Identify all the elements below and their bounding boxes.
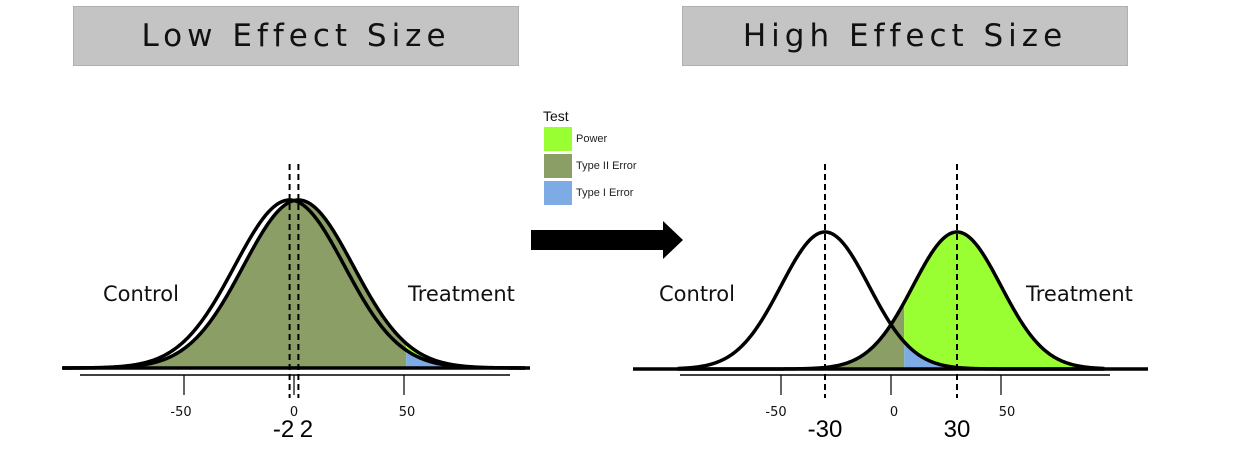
high-control-label: Control [659, 282, 735, 306]
legend-item-type1: Type I Error [544, 181, 633, 205]
low-tick-label: 0 [290, 405, 298, 420]
high-effect-title: High Effect Size [682, 6, 1128, 66]
legend-swatch-power [544, 127, 572, 151]
low-mean-label: 2 [300, 416, 313, 443]
low-effect-title: Low Effect Size [73, 6, 519, 66]
legend-swatch-type1 [544, 181, 572, 205]
legend-item-power: Power [544, 127, 607, 151]
legend-label-power: Power [576, 133, 608, 145]
high-effect-panel: -50 0 50 -30 30 [633, 164, 1148, 443]
low-control-label: Control [103, 282, 179, 306]
low-mean-label: -2 [273, 416, 294, 443]
low-treatment-label: Treatment [407, 282, 515, 306]
low-treatment-curve [63, 198, 526, 370]
high-tick-label: -50 [765, 405, 786, 420]
legend-item-type2: Type II Error [544, 154, 637, 178]
low-tick-label: -50 [170, 405, 191, 420]
high-mean-label: -30 [808, 416, 843, 443]
legend-label-type2: Type II Error [576, 160, 637, 172]
legend-title: Test [543, 108, 569, 124]
legend-label-type1: Type I Error [576, 187, 634, 199]
high-type2-error-area [677, 302, 905, 369]
high-type1-error-area [904, 341, 1105, 369]
right-arrow-icon [531, 221, 683, 259]
legend: Test Power Type II Error Type I Error [543, 108, 673, 213]
high-tick-label: 0 [890, 405, 898, 420]
legend-swatch-type2 [544, 154, 572, 178]
low-effect-panel: -50 0 50 -2 2 [62, 164, 530, 443]
high-tick-label: 50 [999, 405, 1016, 420]
high-power-area [904, 232, 1105, 369]
high-mean-label: 30 [944, 416, 971, 443]
high-treatment-label: Treatment [1025, 282, 1133, 306]
low-tick-label: 50 [399, 405, 416, 420]
